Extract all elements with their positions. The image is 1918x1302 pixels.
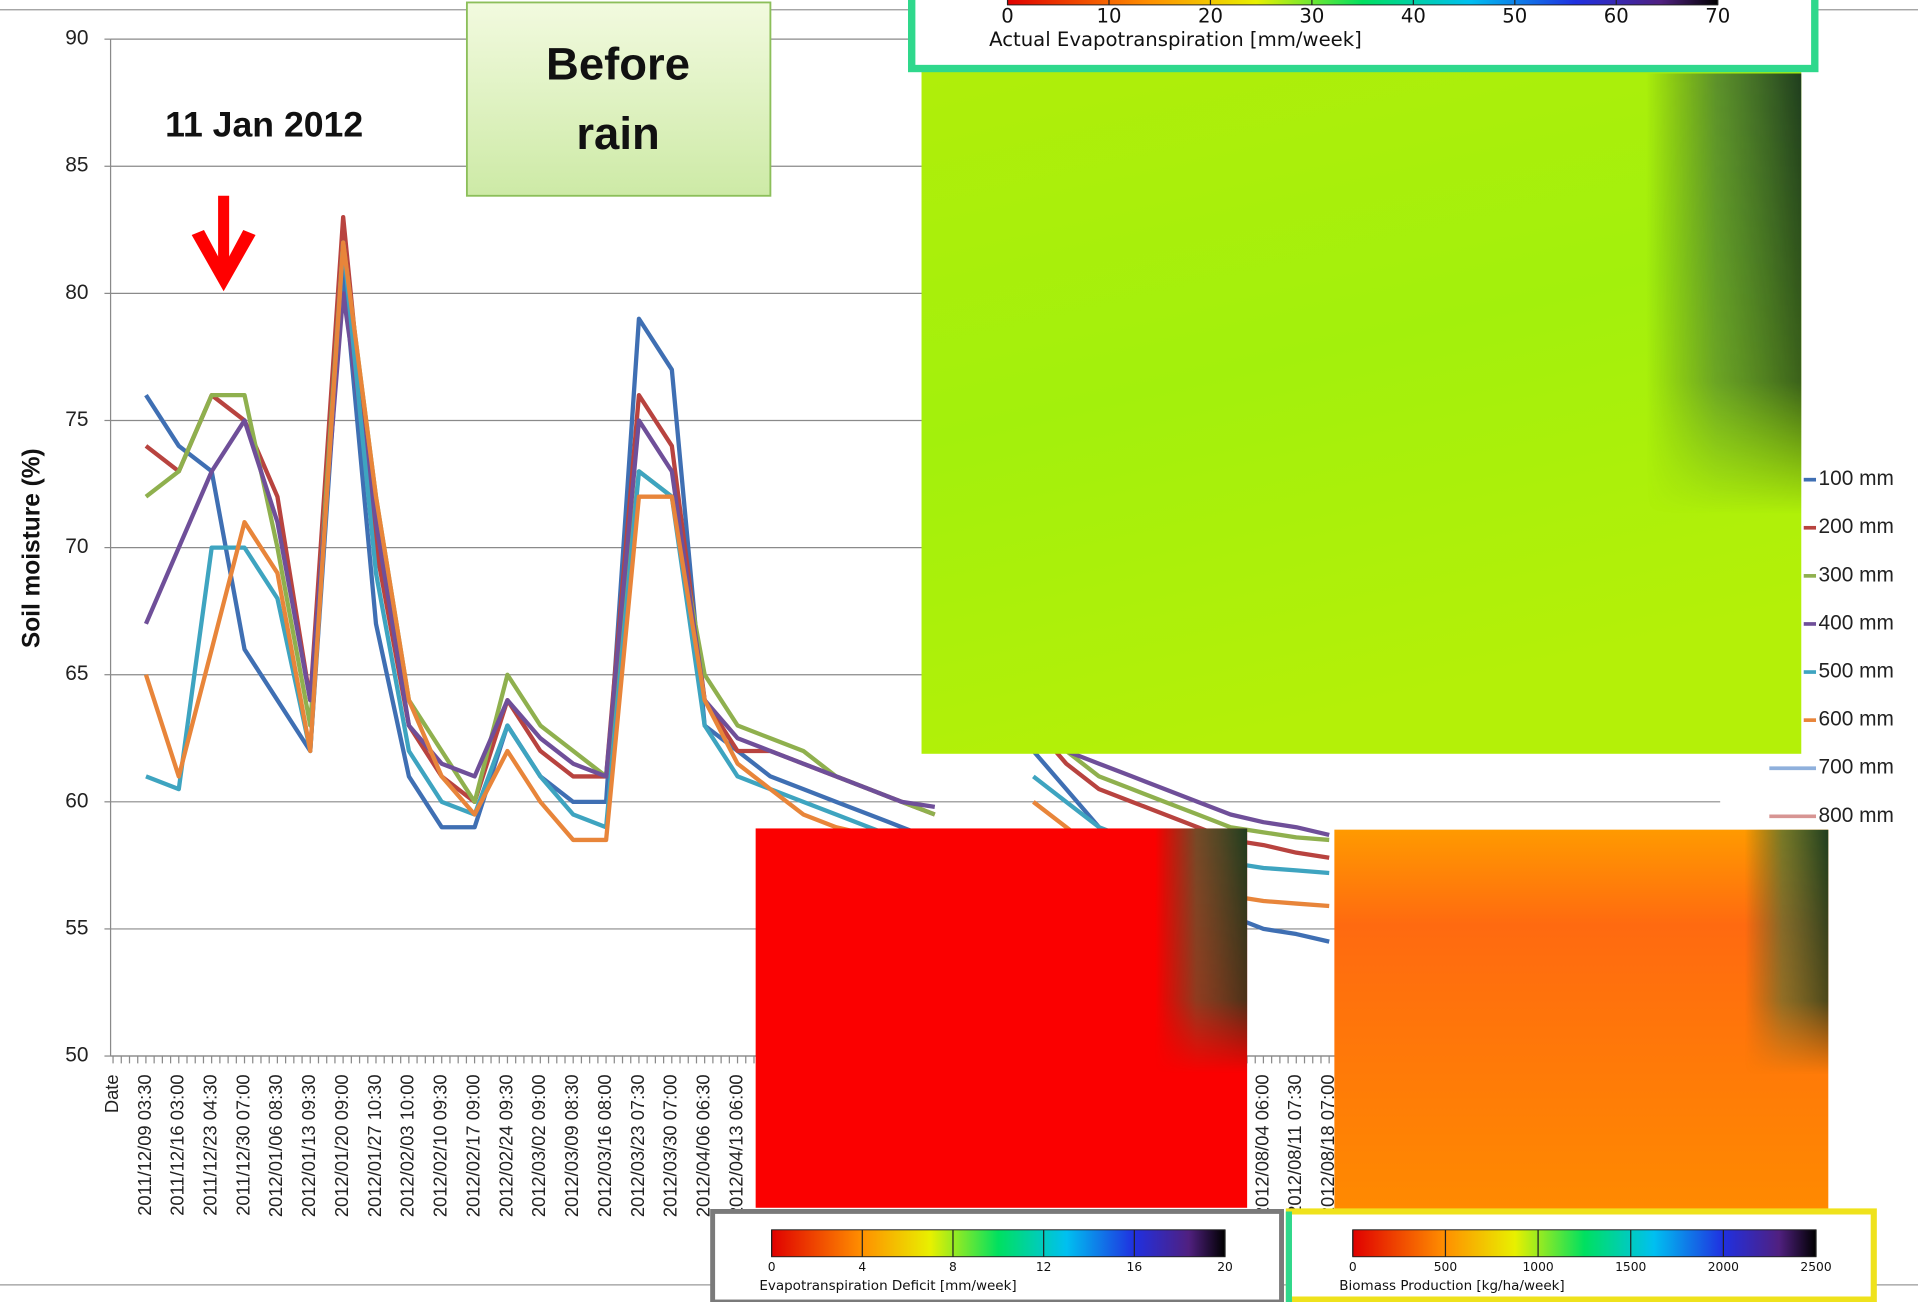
x-tick-label: 2012/03/02 09:00 [528, 1074, 549, 1217]
x-tick-label: Date [101, 1074, 122, 1113]
series-line [143, 291, 1330, 838]
colorbar-tick-label: 10 [1096, 5, 1121, 28]
series-line [144, 240, 1330, 843]
legend-label: 700 mm [1818, 756, 1893, 779]
annotation-line: rain [576, 108, 659, 159]
x-tick-label: 2012/04/13 06:00 [725, 1074, 746, 1217]
legend-label: 400 mm [1818, 611, 1893, 634]
colorbar [1352, 1229, 1817, 1258]
colorbar-title: Evapotranspiration Deficit [mm/week] [759, 1278, 1016, 1294]
colorbar-tick-label: 50 [1502, 5, 1527, 28]
colorbar-tick-label: 12 [1036, 1260, 1052, 1274]
map-forest [1646, 73, 1802, 514]
legend-label: 500 mm [1818, 660, 1893, 683]
annotation: 11 Jan 2012 [165, 105, 363, 145]
colorbar-tick-label: 500 [1434, 1260, 1457, 1274]
y-tick-label: 80 [65, 281, 88, 304]
map-deficit [755, 828, 1248, 1208]
x-tick-label: 2012/03/16 08:00 [594, 1074, 615, 1217]
x-tick-label: 2012/03/23 07:30 [627, 1074, 648, 1217]
x-tick-label: 2012/02/24 09:30 [495, 1074, 516, 1217]
colorbar-tick-label: 20 [1198, 5, 1223, 28]
y-tick-label: 60 [65, 789, 88, 812]
colorbar-tick-label: 0 [768, 1260, 776, 1274]
colorbar-title: Actual Evapotranspiration [mm/week] [989, 28, 1362, 51]
legend-label: 200 mm [1818, 515, 1893, 538]
colorbar-tick-label: 16 [1127, 1260, 1143, 1274]
colorbar [771, 1229, 1226, 1258]
x-tick-label: 2011/12/30 07:00 [232, 1074, 253, 1215]
x-tick-label: 2012/08/11 07:30 [1284, 1074, 1305, 1215]
x-tick-label: 2012/08/04 06:00 [1251, 1074, 1272, 1217]
colorbar-frame [908, 0, 1819, 73]
map-biomass [1334, 829, 1829, 1212]
colorbar-tick-label: 30 [1299, 5, 1324, 28]
colorbar [1007, 0, 1719, 6]
x-tick-label: 2011/12/16 03:00 [167, 1074, 188, 1215]
x-tick-label: 2012/01/13 09:30 [298, 1074, 319, 1217]
x-tick-label: 2012/03/09 08:30 [561, 1074, 582, 1217]
colorbar-tick-label: 0 [1001, 5, 1014, 28]
y-tick-label: 90 [65, 27, 88, 50]
y-axis-title: Soil moisture (%) [19, 448, 46, 648]
y-tick-label: 50 [65, 1044, 88, 1067]
colorbar-tick-label: 20 [1217, 1260, 1233, 1274]
y-tick-label: 75 [65, 408, 88, 431]
colorbar-tick-label: 4 [858, 1260, 866, 1274]
legend-label: 100 mm [1818, 467, 1893, 490]
map-evapotranspiration [921, 70, 1802, 754]
legend-label: 800 mm [1818, 804, 1893, 827]
legend-label: 600 mm [1818, 708, 1893, 731]
x-tick-label: 2011/12/23 04:30 [199, 1074, 220, 1215]
x-tick-label: 2012/02/10 09:30 [430, 1074, 451, 1217]
map-forest [1744, 829, 1829, 1075]
colorbar-title: Biomass Production [kg/ha/week] [1339, 1278, 1564, 1294]
y-tick-label: 70 [65, 535, 88, 558]
colorbar-tick-label: 70 [1705, 5, 1730, 28]
red-arrow [191, 195, 256, 292]
x-tick-label: 2011/12/09 03:30 [134, 1074, 155, 1215]
x-tick-label: 2012/01/27 10:30 [364, 1074, 385, 1217]
colorbar-tick-label: 2000 [1708, 1260, 1739, 1274]
y-tick-label: 85 [65, 154, 88, 177]
x-tick-label: 2012/01/06 08:30 [265, 1074, 286, 1217]
x-tick-label: 2012/02/17 09:00 [462, 1074, 483, 1217]
colorbar-tick-label: 2500 [1800, 1260, 1831, 1274]
colorbar-tick-label: 40 [1401, 5, 1426, 28]
colorbar-tick-label: 60 [1604, 5, 1629, 28]
legend-label: 300 mm [1818, 563, 1893, 586]
annotation-box [465, 1, 772, 197]
y-tick-label: 65 [65, 662, 88, 685]
annotation-line: Before [546, 38, 690, 89]
map-forest [1154, 828, 1248, 1074]
y-tick-label: 55 [65, 916, 88, 939]
legend: 100 mm 200 mm 300 mm 400 mm 500 mm 600 mm 700 … [1769, 467, 1894, 827]
colorbar-tick-label: 1500 [1615, 1260, 1646, 1274]
colorbar-tick-label: 1000 [1522, 1260, 1553, 1274]
x-tick-label: 2012/03/30 07:00 [660, 1074, 681, 1217]
x-tick-label: 2012/04/06 06:30 [692, 1074, 713, 1217]
colorbar-tick-label: 0 [1349, 1260, 1357, 1274]
x-tick-label: 2012/01/20 09:00 [331, 1074, 352, 1217]
x-tick-label: 2012/08/18 07:00 [1317, 1074, 1338, 1217]
x-tick-label: 2012/02/03 10:00 [397, 1074, 418, 1217]
colorbar-tick-label: 8 [949, 1260, 957, 1274]
before-rain-box: Before rain [465, 1, 772, 197]
arrow-head [191, 230, 256, 292]
